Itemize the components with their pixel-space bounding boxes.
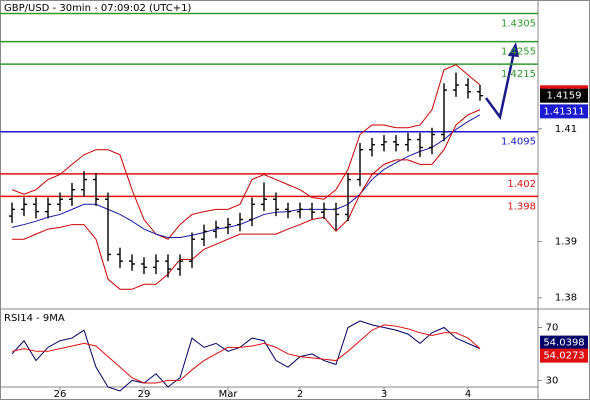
band-line bbox=[12, 109, 481, 290]
level-label: 1.4095 bbox=[501, 137, 536, 148]
level-label: 1.4215 bbox=[501, 69, 536, 80]
arrow-head bbox=[508, 42, 519, 57]
rsi-line bbox=[11, 324, 481, 384]
price-label: 1.4159 bbox=[547, 91, 582, 102]
y-tick-label: 1.39 bbox=[555, 236, 577, 247]
price-label: 1.41311 bbox=[543, 106, 584, 117]
y-tick-label: 70 bbox=[546, 323, 559, 334]
value-box bbox=[540, 335, 588, 350]
level-label: 1.398 bbox=[507, 201, 536, 212]
value-label: 54.0398 bbox=[543, 338, 584, 349]
x-tick-label: 3 bbox=[381, 389, 387, 400]
x-tick-label: 29 bbox=[138, 389, 151, 400]
x-tick-label: 4 bbox=[465, 389, 471, 400]
forecast-arrow bbox=[484, 42, 519, 120]
rsi-title: RSI14 - 9MA bbox=[4, 313, 65, 324]
value-box bbox=[540, 348, 588, 363]
level-label: 1.4255 bbox=[501, 47, 536, 58]
level-label: 1.402 bbox=[507, 179, 536, 190]
y-tick-label: 1.41 bbox=[555, 124, 577, 135]
x-tick-label: 26 bbox=[54, 389, 67, 400]
y-tick-label: 1.38 bbox=[555, 293, 577, 304]
level-label: 1.4305 bbox=[501, 19, 536, 30]
arrow-line bbox=[484, 51, 516, 120]
x-tick-label: Mar bbox=[219, 389, 239, 400]
band-line bbox=[11, 64, 481, 240]
value-label: 54.0273 bbox=[543, 351, 584, 362]
rsi-line bbox=[11, 320, 481, 392]
price-box bbox=[540, 88, 588, 103]
price-box bbox=[540, 104, 588, 119]
x-tick-label: 2 bbox=[297, 389, 303, 400]
chart-title: GBP/USD - 30min - 07:09:02 (UTC+1) bbox=[4, 3, 191, 14]
y-tick-label: 30 bbox=[546, 375, 559, 386]
